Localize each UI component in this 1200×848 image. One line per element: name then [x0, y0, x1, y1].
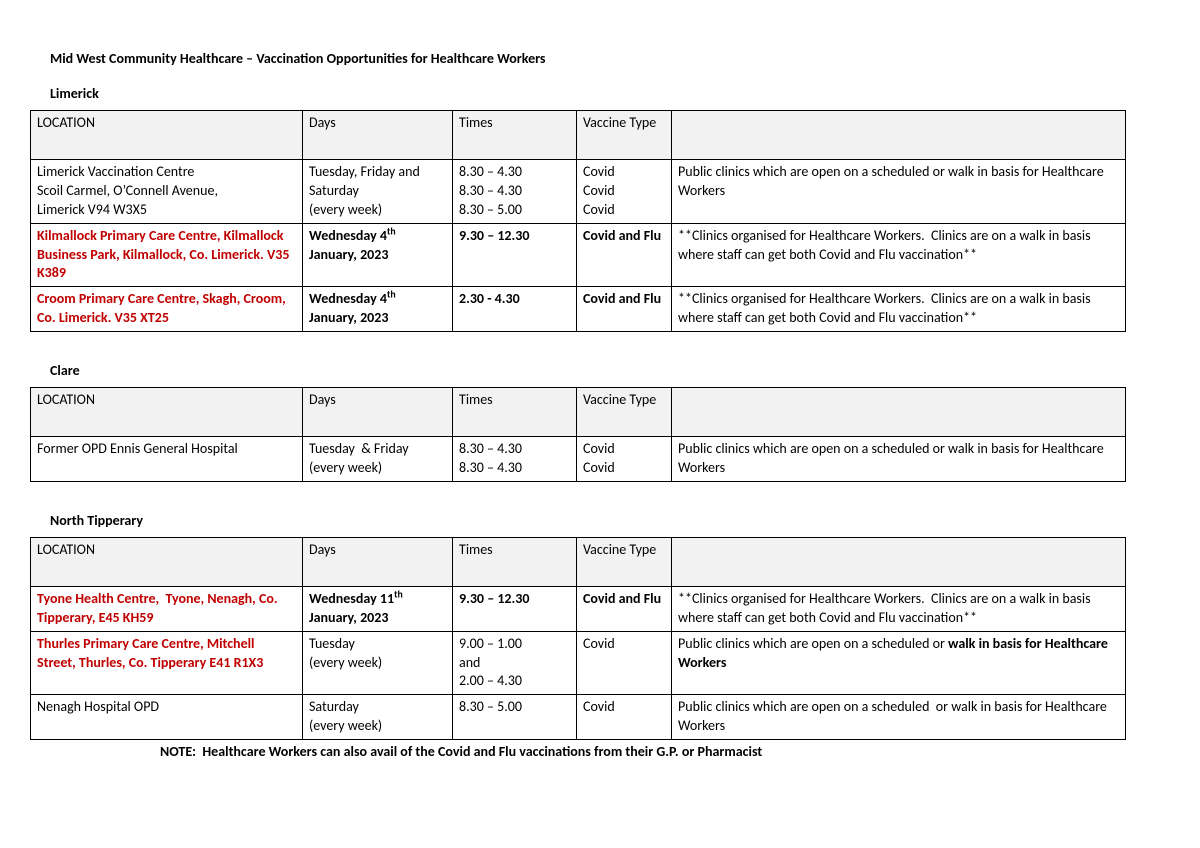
notes-cell: Public clinics which are open on a sched…	[672, 160, 1126, 224]
days-cell: Wednesday 4th January, 2023	[303, 223, 453, 287]
section-heading: Limerick	[50, 85, 1170, 102]
column-header: Days	[303, 388, 453, 437]
column-header: Vaccine Type	[577, 111, 672, 160]
type-cell: Covid and Flu	[577, 223, 672, 287]
days-cell: Tuesday(every week)	[303, 631, 453, 695]
schedule-table: LOCATIONDaysTimesVaccine Type Tyone Healt…	[30, 537, 1126, 740]
times-cell: 9.00 – 1.00and2.00 – 4.30	[453, 631, 577, 695]
column-header: Vaccine Type	[577, 537, 672, 586]
table-row: Former OPD Ennis General HospitalTuesday…	[31, 437, 1126, 482]
table-row: Tyone Health Centre, Tyone, Nenagh, Co. …	[31, 586, 1126, 631]
location-cell: Thurles Primary Care Centre, Mitchell St…	[31, 631, 303, 695]
page-title: Mid West Community Healthcare – Vaccinat…	[50, 50, 1170, 67]
table-row: Thurles Primary Care Centre, Mitchell St…	[31, 631, 1126, 695]
type-cell: CovidCovid	[577, 437, 672, 482]
location-cell: Nenagh Hospital OPD	[31, 695, 303, 740]
table-row: Limerick Vaccination CentreScoil Carmel,…	[31, 160, 1126, 224]
notes-cell: **Clinics organised for Healthcare Worke…	[672, 586, 1126, 631]
column-header: Days	[303, 537, 453, 586]
column-header: LOCATION	[31, 388, 303, 437]
column-header	[672, 537, 1126, 586]
days-cell: Tuesday & Friday(every week)	[303, 437, 453, 482]
days-cell: Wednesday 4th January, 2023	[303, 287, 453, 332]
column-header: Days	[303, 111, 453, 160]
column-header: Times	[453, 111, 577, 160]
sections-container: LimerickLOCATIONDaysTimesVaccine TypeLim…	[30, 85, 1170, 740]
column-header: LOCATION	[31, 111, 303, 160]
column-header: Vaccine Type	[577, 388, 672, 437]
notes-cell: Public clinics which are open on a sched…	[672, 631, 1126, 695]
column-header	[672, 388, 1126, 437]
table-row: Kilmallock Primary Care Centre, Kilmallo…	[31, 223, 1126, 287]
schedule-table: LOCATIONDaysTimesVaccine Type Limerick Va…	[30, 110, 1126, 332]
type-cell: Covid and Flu	[577, 287, 672, 332]
notes-cell: **Clinics organised for Healthcare Worke…	[672, 223, 1126, 287]
location-cell: Tyone Health Centre, Tyone, Nenagh, Co. …	[31, 586, 303, 631]
footer-note: NOTE: Healthcare Workers can also avail …	[160, 743, 1170, 760]
section-heading: Clare	[50, 362, 1170, 379]
column-header	[672, 111, 1126, 160]
days-cell: Wednesday 11th January, 2023	[303, 586, 453, 631]
days-cell: Saturday(every week)	[303, 695, 453, 740]
type-cell: Covid	[577, 695, 672, 740]
table-row: Nenagh Hospital OPDSaturday(every week)8…	[31, 695, 1126, 740]
table-row: Croom Primary Care Centre, Skagh, Croom,…	[31, 287, 1126, 332]
column-header: Times	[453, 537, 577, 586]
notes-cell: **Clinics organised for Healthcare Worke…	[672, 287, 1126, 332]
type-cell: Covid	[577, 631, 672, 695]
column-header: Times	[453, 388, 577, 437]
times-cell: 2.30 - 4.30	[453, 287, 577, 332]
location-cell: Kilmallock Primary Care Centre, Kilmallo…	[31, 223, 303, 287]
type-cell: CovidCovidCovid	[577, 160, 672, 224]
section-heading: North Tipperary	[50, 512, 1170, 529]
location-cell: Former OPD Ennis General Hospital	[31, 437, 303, 482]
times-cell: 8.30 – 5.00	[453, 695, 577, 740]
notes-cell: Public clinics which are open on a sched…	[672, 437, 1126, 482]
location-cell: Limerick Vaccination CentreScoil Carmel,…	[31, 160, 303, 224]
section-gap	[30, 482, 1170, 512]
times-cell: 8.30 – 4.308.30 – 4.30	[453, 437, 577, 482]
days-cell: Tuesday, Friday and Saturday(every week)	[303, 160, 453, 224]
schedule-table: LOCATIONDaysTimesVaccine TypeFormer OPD …	[30, 387, 1126, 482]
times-cell: 8.30 – 4.308.30 – 4.308.30 – 5.00	[453, 160, 577, 224]
times-cell: 9.30 – 12.30	[453, 223, 577, 287]
notes-cell: Public clinics which are open on a sched…	[672, 695, 1126, 740]
section-gap	[30, 332, 1170, 362]
location-cell: Croom Primary Care Centre, Skagh, Croom,…	[31, 287, 303, 332]
type-cell: Covid and Flu	[577, 586, 672, 631]
column-header: LOCATION	[31, 537, 303, 586]
times-cell: 9.30 – 12.30	[453, 586, 577, 631]
